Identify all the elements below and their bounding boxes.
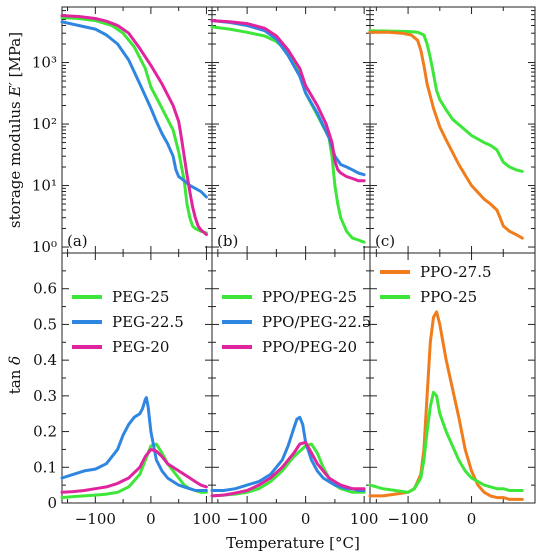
panel-f: −100 0 PPO-27.5 PPO-25: [368, 252, 536, 528]
legend-label: PEG-25: [112, 288, 169, 306]
legend: PEG-25 PEG-22.5 PEG-20: [72, 288, 184, 356]
x-tick-label: 0: [146, 510, 156, 528]
x-tick-label: 100: [350, 510, 379, 528]
y-tick-label: 0.2: [33, 423, 57, 441]
x-tick-label: −100: [387, 510, 428, 528]
y-tick-label: 0.1: [33, 458, 57, 476]
legend-label: PEG-20: [112, 338, 169, 356]
y-axis-title-storage-modulus: storage modulus E′ [MPa]: [6, 32, 24, 228]
panels: 10⁰ 10¹ 10² 10³ (a) (b) (c) 0 0.1 0.2 0.3 0.4 0.5 0.6…: [32, 6, 536, 528]
legend-label: PPO/PEG-25: [262, 288, 357, 306]
panel-a: 10⁰ 10¹ 10² 10³ (a): [32, 6, 213, 256]
series-line-green: [210, 25, 366, 244]
y-tick-label: 10²: [32, 115, 57, 133]
panel-label: (b): [217, 232, 238, 250]
legend-label: PEG-22.5: [112, 313, 184, 331]
y-tick-label: 10³: [32, 54, 57, 72]
panel-d: 0 0.1 0.2 0.3 0.4 0.5 0.6 −100 0 100 PEG-25 PEG-22.…: [33, 252, 221, 528]
x-axis-title: Temperature [°C]: [226, 534, 360, 552]
panel-c: (c): [368, 6, 536, 254]
legend-label: PPO-25: [420, 288, 477, 306]
y-tick-label: 0.6: [33, 280, 57, 298]
series-line-magenta: [210, 19, 366, 183]
series-line-ppo-peg-22-5: [210, 415, 366, 492]
series-line-ppo-peg-20: [210, 440, 366, 498]
panel-frame: [211, 6, 371, 254]
legend-label: PPO/PEG-22.5: [262, 313, 371, 331]
panel-frame: [369, 6, 536, 254]
legend: PPO/PEG-25 PPO/PEG-22.5 PPO/PEG-20: [222, 288, 371, 356]
series-line-peg-22-5: [60, 396, 208, 492]
panel-label: (a): [67, 232, 88, 250]
series-line-magenta: [60, 14, 208, 236]
series-line-orange: [368, 30, 524, 240]
panel-b: (b): [210, 6, 371, 254]
y-tick-label: 10¹: [32, 177, 57, 195]
legend-label: PPO-27.5: [420, 263, 492, 281]
x-tick-label: −100: [227, 510, 268, 528]
panel-e: −100 0 100 PPO/PEG-25 PPO/PEG-22.5 PPO/PEG-20: [210, 252, 379, 528]
x-tick-label: 0: [467, 510, 477, 528]
legend-label: PPO/PEG-20: [262, 338, 357, 356]
y-tick-label: 10⁰: [32, 238, 57, 256]
y-tick-label: 0: [47, 494, 57, 512]
series-line-ppo-25: [368, 390, 524, 494]
series-line-peg-20: [60, 447, 208, 494]
series-line-green: [368, 29, 524, 173]
series-line-blue: [210, 19, 366, 177]
legend: PPO-27.5 PPO-25: [380, 263, 492, 306]
series-line-ppo-27-5: [368, 310, 524, 501]
panel-label: (c): [375, 232, 395, 250]
x-tick-label: 100: [192, 510, 221, 528]
y-axis-title-tan-delta: tan δ: [6, 356, 24, 394]
x-tick-label: 0: [301, 510, 311, 528]
y-tick-label: 0.4: [33, 351, 57, 369]
series-line-green: [60, 16, 208, 235]
y-tick-label: 0.3: [33, 387, 57, 405]
y-tick-label: 0.5: [33, 315, 57, 333]
series-line-ppo-peg-25: [210, 442, 366, 498]
x-tick-label: −100: [75, 510, 116, 528]
